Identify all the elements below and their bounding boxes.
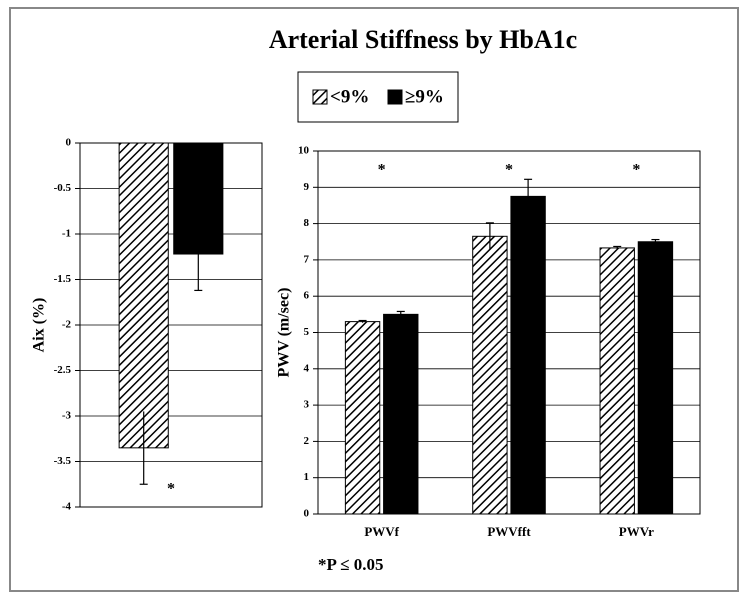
bar — [383, 313, 419, 515]
y-tick-label: 9 — [304, 181, 310, 193]
annotation: * — [632, 162, 640, 179]
y-tick-label: -3.5 — [54, 455, 72, 467]
y-tick-label: -4 — [62, 501, 72, 513]
x-tick-label: PWVf — [364, 524, 399, 539]
y-tick-label: -2 — [62, 319, 72, 331]
annotation: * — [167, 481, 175, 498]
y-tick-label: 10 — [298, 145, 310, 157]
y-tick-label: 5 — [304, 326, 310, 338]
legend-label: ≥9% — [405, 86, 444, 107]
y-tick-label: 0 — [304, 508, 310, 520]
y-tick-label: -3 — [62, 410, 72, 422]
y-tick-label: 8 — [304, 217, 310, 229]
legend-label: <9% — [330, 86, 369, 107]
legend-swatch — [312, 89, 328, 105]
bar — [637, 241, 674, 515]
bar — [173, 142, 224, 255]
y-tick-label: -1.5 — [54, 273, 72, 285]
chart-title: Arterial Stiffness by HbA1c — [269, 25, 577, 54]
y-tick-label: 2 — [304, 435, 310, 447]
y-tick-label: 6 — [304, 290, 310, 302]
y-tick-label: -1 — [62, 228, 71, 240]
y-axis-label: PWV (m/sec) — [276, 288, 293, 378]
footnote: *P ≤ 0.05 — [318, 555, 384, 574]
bar — [118, 142, 169, 449]
bar — [599, 247, 635, 515]
y-tick-label: -2.5 — [54, 364, 72, 376]
x-tick-label: PWVfft — [487, 524, 531, 539]
y-tick-label: -0.5 — [54, 182, 72, 194]
y-tick-label: 1 — [304, 471, 310, 483]
bar — [344, 321, 381, 515]
legend-swatch — [387, 89, 403, 105]
bar — [472, 235, 508, 515]
y-tick-label: 7 — [304, 253, 310, 265]
annotation: * — [505, 162, 513, 179]
y-tick-label: 3 — [304, 399, 310, 411]
y-tick-label: 4 — [304, 362, 310, 374]
annotation: * — [378, 162, 386, 179]
bar — [510, 195, 546, 515]
x-tick-label: PWVr — [619, 524, 654, 539]
y-axis-label: Aix (%) — [31, 298, 48, 353]
y-tick-label: 0 — [66, 137, 72, 149]
